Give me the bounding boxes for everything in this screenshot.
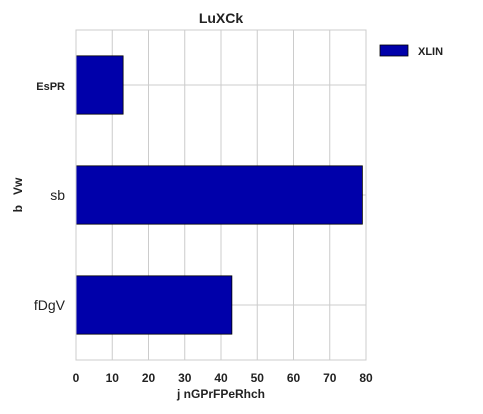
legend-swatch — [379, 44, 409, 57]
bar-sb — [75, 165, 363, 225]
bar-espr — [75, 55, 124, 115]
x-tick-label: 70 — [323, 371, 337, 385]
x-tick-labels: 0 10 20 30 40 50 60 70 80 — [73, 371, 373, 385]
bars — [75, 55, 363, 335]
x-tick-label: 60 — [287, 371, 301, 385]
x-tick-label: 30 — [178, 371, 192, 385]
y-axis-label: b Vw — [11, 177, 25, 212]
x-tick-label: 20 — [142, 371, 156, 385]
x-tick-label: 80 — [359, 371, 373, 385]
bar-fdgv — [75, 275, 233, 335]
y-tick-label: EsPR — [36, 81, 65, 93]
x-tick-label: 10 — [106, 371, 120, 385]
y-tick-label: fDgV — [34, 297, 66, 313]
x-axis-label: j nGPrFPeRhch — [176, 387, 265, 401]
legend-label: XLIN — [418, 46, 443, 58]
y-tick-labels: EsPR sb fDgV — [34, 81, 66, 313]
x-tick-label: 0 — [73, 371, 80, 385]
x-tick-label: 50 — [251, 371, 265, 385]
y-tick-label: sb — [50, 187, 65, 203]
x-tick-label: 40 — [214, 371, 228, 385]
legend: XLIN — [379, 44, 443, 58]
chart-title: LuXCk — [199, 10, 244, 26]
plot-frame — [75, 29, 367, 361]
